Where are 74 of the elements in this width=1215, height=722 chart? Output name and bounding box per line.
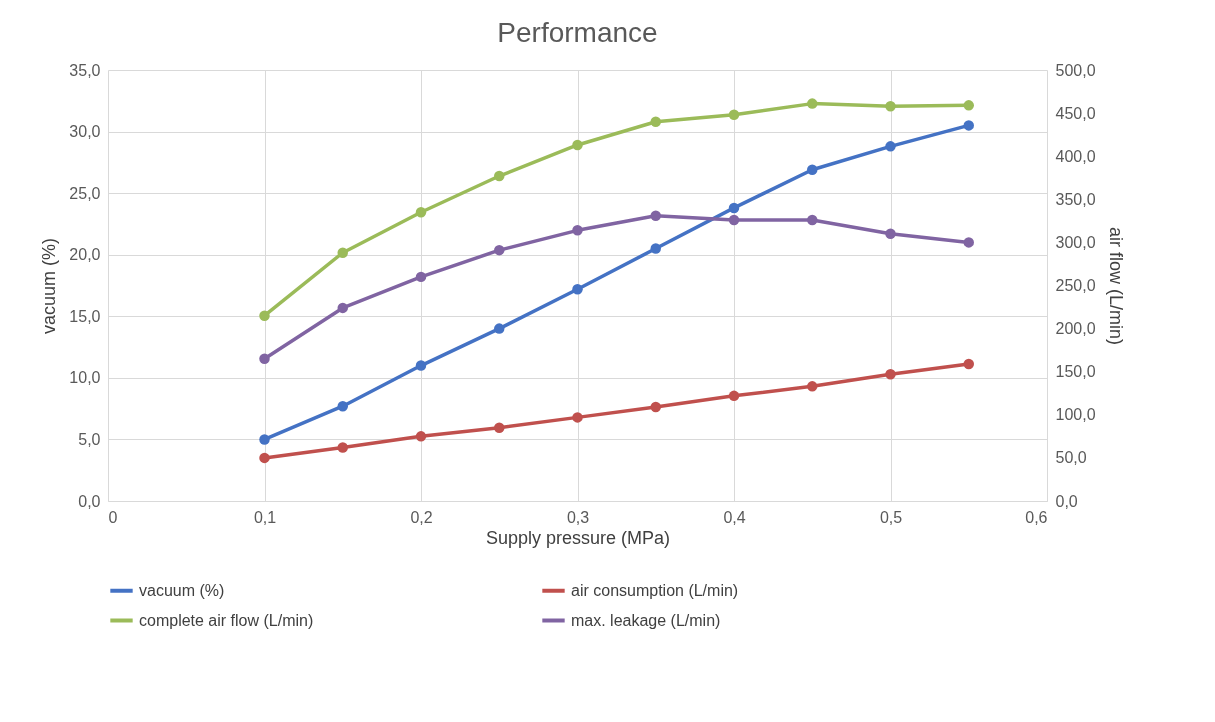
legend-label: complete air flow (L/min)	[139, 611, 314, 629]
point	[807, 164, 818, 175]
x-tick-label: 0,5	[879, 508, 903, 526]
point	[259, 353, 270, 364]
point	[728, 390, 740, 402]
x-tick-label: 0	[108, 508, 118, 526]
y-tick-label: 10,0	[69, 369, 101, 387]
y2-tick-label: 300,0	[1055, 233, 1096, 251]
x-tick-label: 0,3	[566, 508, 590, 526]
point	[259, 310, 270, 321]
y2-tick-label: 200,0	[1055, 320, 1096, 338]
point	[728, 109, 740, 121]
y-tick-label: 35,0	[69, 61, 101, 79]
point	[885, 369, 896, 380]
x-tick-label: 0,1	[253, 508, 277, 526]
point	[807, 214, 818, 226]
y2-tick-label: 150,0	[1055, 363, 1096, 381]
x-tick-label: 0,4	[723, 508, 746, 526]
point	[728, 202, 740, 214]
point	[415, 271, 427, 283]
point	[650, 116, 661, 127]
y-tick-label: 20,0	[69, 246, 101, 264]
y2-tick-label: 500,0	[1055, 61, 1096, 79]
y-tick-label: 5,0	[78, 430, 101, 448]
chart-title: Performance	[497, 17, 658, 48]
point	[259, 452, 270, 464]
point	[807, 98, 818, 109]
point	[337, 247, 348, 258]
y2-tick-label: 50,0	[1055, 449, 1087, 467]
legend-label: air consumption (L/min)	[571, 581, 739, 599]
legend-label: vacuum (%)	[139, 581, 225, 599]
point	[494, 323, 505, 334]
y2-axis-title: air flow (L/min)	[1105, 226, 1126, 346]
point	[572, 225, 583, 236]
point	[415, 431, 427, 442]
y2-tick-label: 100,0	[1055, 406, 1096, 424]
y2-tick-label: 450,0	[1055, 104, 1096, 122]
point	[259, 434, 270, 445]
y2-tick-label: 350,0	[1055, 190, 1096, 208]
point	[572, 412, 583, 423]
point	[337, 302, 348, 314]
x-tick-label: 0,2	[410, 508, 433, 526]
point	[337, 400, 348, 412]
point	[728, 214, 740, 226]
point	[572, 283, 583, 295]
legend-label: max. leakage (L/min)	[571, 611, 721, 629]
point	[650, 401, 661, 413]
y-tick-label: 30,0	[69, 123, 101, 141]
point	[494, 244, 505, 256]
point	[963, 120, 974, 131]
x-tick-label: 0,6	[1025, 508, 1048, 526]
y2-tick-label: 0,0	[1055, 492, 1078, 510]
point	[807, 381, 818, 392]
point	[885, 141, 896, 152]
y2-tick-label: 250,0	[1055, 277, 1096, 294]
point	[650, 243, 661, 254]
y-axis-title: vacuum (%)	[39, 237, 60, 335]
point	[963, 237, 974, 248]
point	[415, 360, 427, 371]
point	[337, 442, 348, 453]
point	[494, 422, 505, 433]
point	[650, 210, 661, 221]
point	[494, 170, 505, 182]
y2-tick-label: 400,0	[1055, 147, 1096, 165]
y-tick-label: 15,0	[69, 307, 101, 325]
point	[885, 228, 896, 240]
point	[415, 207, 427, 218]
x-axis-title: Supply pressure (MPa)	[485, 527, 671, 548]
point	[963, 100, 974, 111]
y-tick-label: 0,0	[78, 492, 101, 510]
point	[885, 100, 896, 112]
y-tick-label: 25,0	[69, 184, 101, 202]
point	[572, 139, 583, 151]
point	[963, 358, 974, 370]
